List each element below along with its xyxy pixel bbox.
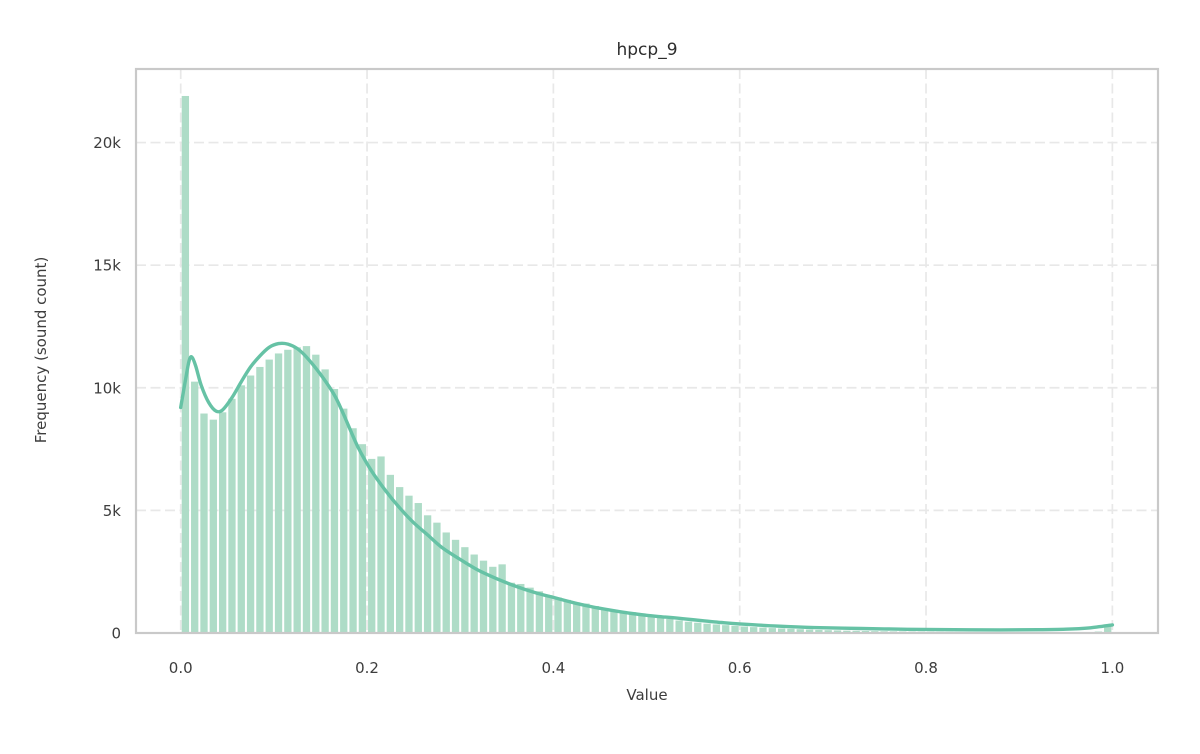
x-tick-label: 0.0	[169, 659, 193, 677]
histogram-bar	[750, 627, 758, 633]
histogram-bar	[489, 566, 497, 633]
plot-border	[134, 67, 1160, 635]
y-tick-label: 0	[111, 625, 121, 643]
histogram-bar	[368, 458, 376, 633]
histogram-bars	[181, 95, 1112, 633]
histogram-bar	[787, 628, 795, 633]
histogram-bar	[545, 594, 553, 633]
histogram-bar	[591, 606, 599, 633]
histogram-bar	[582, 603, 590, 633]
histogram-bar	[833, 630, 842, 633]
histogram-bar	[526, 587, 534, 633]
x-tick-label: 0.6	[728, 659, 752, 677]
histogram-bar	[656, 617, 665, 633]
y-tick-label: 5k	[103, 502, 122, 520]
y-tick-label: 10k	[93, 379, 121, 397]
histogram-bar	[321, 369, 329, 633]
histogram-bar	[703, 623, 711, 633]
histogram-bar	[722, 625, 730, 633]
histogram-bar	[256, 366, 264, 633]
histogram-bar	[191, 381, 199, 633]
histogram-bar	[843, 630, 851, 633]
histogram-bar	[181, 95, 190, 633]
histogram-bar	[1104, 625, 1112, 633]
histogram-bar	[740, 626, 749, 633]
x-tick-label: 1.0	[1100, 659, 1124, 677]
x-tick-label: 0.2	[355, 659, 379, 677]
histogram-bar	[712, 624, 721, 633]
histogram-bar	[517, 583, 525, 633]
histogram-bar	[805, 629, 814, 633]
histogram-bar	[619, 610, 627, 633]
histogram-bar	[265, 359, 273, 633]
histogram-bar	[293, 347, 301, 633]
histogram-bar	[218, 412, 227, 633]
histogram-bar	[237, 385, 245, 633]
y-tick-label: 20k	[93, 134, 121, 152]
histogram-bar	[573, 602, 581, 633]
histogram-bar	[796, 629, 804, 633]
x-tick-label: 0.8	[914, 659, 938, 677]
histogram-bar	[377, 456, 385, 633]
histogram-bar	[563, 599, 572, 633]
histogram-bar	[312, 354, 320, 633]
histogram-bar	[759, 627, 767, 633]
kde-curve	[179, 341, 1115, 632]
histogram-bar	[777, 628, 786, 633]
histogram-bar	[442, 532, 450, 633]
histogram-bar	[694, 622, 702, 633]
histogram-bar	[684, 621, 693, 633]
y-tick-label: 15k	[93, 257, 121, 275]
histogram-bar	[638, 613, 646, 633]
histogram-bar	[666, 619, 674, 633]
y-tick-labels: 0 5k 10k 15k 20k	[93, 134, 121, 642]
histogram-bar	[405, 495, 413, 633]
histogram-bar	[535, 591, 544, 633]
x-axis-label: Value	[626, 686, 667, 704]
gridlines	[136, 69, 1158, 633]
histogram-bar	[330, 389, 339, 633]
histogram-bar	[461, 547, 469, 633]
histogram-bar	[675, 620, 683, 633]
histogram-bar	[340, 408, 348, 633]
chart-title: hpcp_9	[616, 40, 677, 60]
x-tick-label: 0.4	[541, 659, 565, 677]
histogram-bar	[433, 522, 441, 633]
histogram-bar	[209, 419, 217, 633]
histogram-bar	[647, 615, 655, 633]
histogram-bar	[200, 413, 208, 633]
histogram-bar	[451, 539, 460, 633]
histogram-bar	[768, 628, 776, 633]
histogram-bar	[349, 428, 357, 633]
histogram-bar	[610, 609, 618, 633]
histogram-bar	[414, 503, 422, 633]
histogram-bar	[554, 597, 562, 633]
histogram-bar	[470, 554, 478, 633]
histogram-bar	[628, 612, 637, 633]
histogram-bar	[284, 349, 292, 633]
histogram-bar	[386, 474, 394, 633]
histogram-bar	[507, 582, 516, 633]
histogram-bar	[731, 625, 739, 633]
histogram-bar	[479, 560, 488, 633]
histogram-bar	[274, 353, 283, 633]
y-axis-label: Frequency (sound count)	[32, 257, 50, 444]
histogram-bar	[395, 487, 404, 633]
histogram-bar	[358, 444, 367, 633]
histogram-bar	[600, 608, 609, 633]
histogram-bar	[246, 375, 255, 633]
x-tick-labels: 0.0 0.2 0.4 0.6 0.8 1.0	[169, 659, 1124, 677]
histogram-bar	[824, 630, 832, 633]
histogram-bar	[228, 398, 236, 633]
histogram-bar	[498, 564, 506, 633]
histogram-bar	[423, 515, 432, 633]
histogram-bar	[302, 346, 311, 633]
histogram-bar	[815, 629, 823, 633]
